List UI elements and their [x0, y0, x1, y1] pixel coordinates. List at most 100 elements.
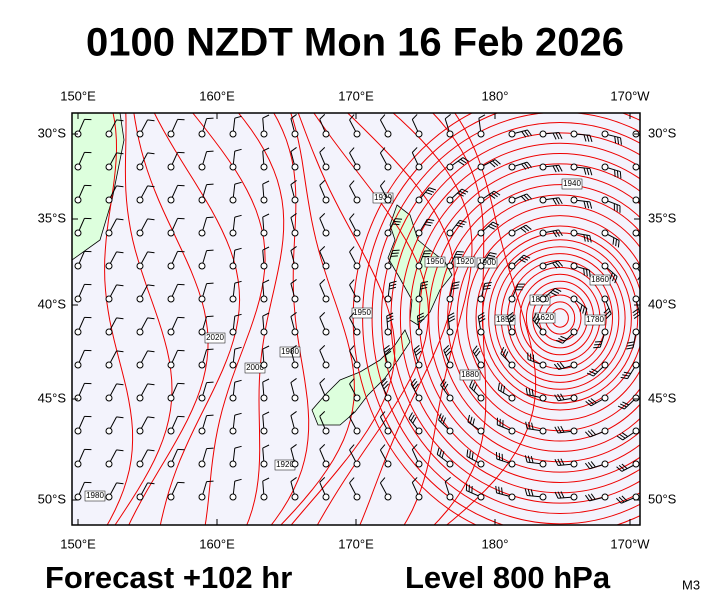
map-title: 0100 NZDT Mon 16 Feb 2026	[86, 21, 624, 65]
station	[632, 229, 640, 237]
station	[105, 130, 113, 138]
barb-feather	[459, 190, 467, 195]
barb-feather	[469, 416, 473, 424]
station	[322, 163, 330, 171]
barb-feather	[497, 382, 500, 390]
barb-feather	[525, 224, 532, 230]
barb-feather	[415, 350, 422, 356]
barb-feather	[492, 160, 499, 166]
station	[446, 196, 454, 204]
barb-feather	[234, 313, 242, 317]
barb-feather	[552, 230, 557, 238]
barb-feather	[620, 376, 628, 380]
contours: 2020 2000 1980 1950 1920 1930 1950 1920 1900 1880…	[84, 113, 640, 525]
barb-feather	[644, 171, 645, 178]
station	[415, 427, 423, 435]
barb-feather	[206, 183, 214, 186]
station	[322, 229, 330, 237]
barb-feather	[206, 480, 214, 483]
station	[477, 394, 485, 402]
barb-feather	[491, 192, 498, 198]
station	[446, 361, 454, 369]
contour-label-bg	[561, 178, 583, 190]
barb-feather	[460, 158, 467, 164]
station	[477, 262, 485, 270]
station	[136, 163, 144, 171]
barb-feather	[411, 114, 418, 120]
barb-feather	[527, 129, 532, 136]
barb-feather	[319, 477, 326, 483]
barb-feather	[448, 315, 455, 320]
barb-feather	[585, 494, 590, 502]
barb-feather	[290, 114, 297, 119]
station	[229, 196, 237, 204]
station	[353, 427, 361, 435]
station	[632, 427, 640, 435]
barb-feather	[206, 282, 214, 285]
barb-feather	[319, 213, 326, 219]
barb-feather	[385, 350, 392, 356]
barb-feather	[520, 195, 527, 202]
lat-label: 30°S	[38, 125, 67, 140]
barb-feather	[583, 268, 585, 276]
station	[291, 460, 299, 468]
barb-feather	[349, 213, 355, 220]
contour-line	[153, 113, 241, 525]
barb-feather	[429, 187, 437, 191]
station	[260, 262, 268, 270]
barb-feather	[391, 252, 399, 255]
barb-feather	[586, 134, 590, 142]
barb-feather	[614, 136, 617, 144]
lon-label: 180°	[482, 88, 509, 103]
barb-feather	[147, 185, 155, 188]
contour-line	[192, 113, 266, 525]
barb-feather	[420, 286, 428, 290]
barb-feather	[618, 496, 625, 503]
barb-feather	[425, 191, 433, 196]
barb-feather	[552, 132, 557, 140]
barb-feather	[614, 169, 616, 177]
barb-feather	[589, 201, 593, 209]
barb-feather	[206, 150, 214, 153]
barb-feather	[643, 242, 645, 249]
station	[353, 493, 361, 501]
contour-label-bg	[84, 490, 106, 502]
barb-feather	[349, 147, 355, 154]
barb-feather	[584, 308, 588, 316]
station	[105, 262, 113, 270]
lon-label: 170°E	[338, 88, 374, 103]
station	[415, 328, 423, 336]
barb-feather	[380, 378, 387, 384]
barb-feather	[621, 463, 628, 469]
barb-feather	[439, 449, 442, 457]
barb-feather	[383, 383, 389, 390]
barb-feather	[290, 213, 297, 218]
barb-feather	[389, 280, 397, 284]
station	[260, 427, 268, 435]
barb-feather	[582, 306, 585, 314]
station	[477, 361, 485, 369]
barb-feather	[451, 287, 459, 290]
barb-feather	[623, 371, 631, 374]
station	[632, 262, 640, 270]
barb-feather	[619, 433, 626, 439]
station	[539, 394, 547, 402]
barb-feather	[382, 380, 388, 387]
barb-feather	[425, 221, 433, 224]
station	[601, 295, 609, 303]
station	[136, 361, 144, 369]
barb-feather	[483, 284, 492, 287]
barb-feather	[528, 388, 531, 396]
barb-feather	[494, 190, 501, 196]
barb-feather	[388, 286, 396, 290]
barb-feather	[262, 279, 270, 284]
barb-feather	[632, 308, 639, 314]
barb-feather	[427, 189, 435, 193]
barb-feather	[560, 491, 565, 498]
station	[353, 361, 361, 369]
station	[632, 394, 640, 402]
barb-feather	[457, 222, 465, 226]
station	[570, 262, 578, 270]
station	[353, 229, 361, 237]
